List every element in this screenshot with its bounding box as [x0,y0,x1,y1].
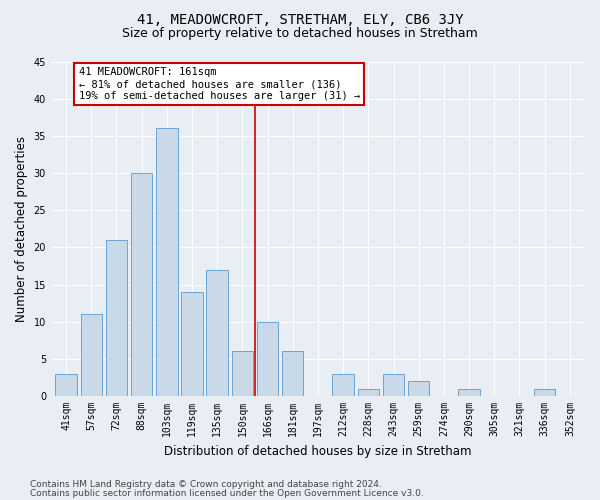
Bar [181,292,203,396]
Bar [383,374,404,396]
Bar [458,388,480,396]
Text: 41 MEADOWCROFT: 161sqm
← 81% of detached houses are smaller (136)
19% of semi-de: 41 MEADOWCROFT: 161sqm ← 81% of detached… [79,68,360,100]
X-axis label: Distribution of detached houses by size in Stretham: Distribution of detached houses by size … [164,444,472,458]
Bar [131,173,152,396]
Bar [55,374,77,396]
Bar [408,381,430,396]
Bar [206,270,228,396]
Bar [80,314,102,396]
Bar [332,374,354,396]
Bar [358,388,379,396]
Bar [257,322,278,396]
Text: Size of property relative to detached houses in Stretham: Size of property relative to detached ho… [122,28,478,40]
Text: Contains public sector information licensed under the Open Government Licence v3: Contains public sector information licen… [30,488,424,498]
Text: Contains HM Land Registry data © Crown copyright and database right 2024.: Contains HM Land Registry data © Crown c… [30,480,382,489]
Bar [232,352,253,396]
Bar [156,128,178,396]
Bar [282,352,304,396]
Bar [534,388,556,396]
Y-axis label: Number of detached properties: Number of detached properties [15,136,28,322]
Bar [106,240,127,396]
Text: 41, MEADOWCROFT, STRETHAM, ELY, CB6 3JY: 41, MEADOWCROFT, STRETHAM, ELY, CB6 3JY [137,12,463,26]
